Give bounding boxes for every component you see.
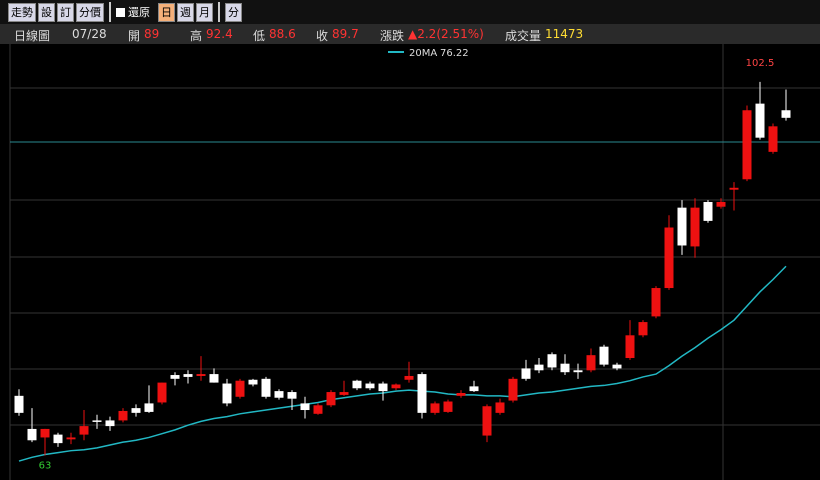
candle-body — [248, 379, 258, 385]
info-value: 89.7 — [332, 27, 359, 41]
candle-body — [703, 201, 713, 221]
info-value: 92.4 — [206, 27, 233, 41]
candle-body — [443, 401, 453, 412]
info-label: 收 — [316, 29, 329, 43]
candle-body — [326, 392, 336, 406]
candle-body — [495, 402, 505, 413]
candle-body — [378, 383, 388, 392]
candle-body — [27, 428, 37, 441]
toolbar: 走勢 設 訂 分價 還原 日 週 月 分 — [0, 0, 820, 24]
candle-body — [560, 363, 570, 373]
candle-body — [716, 201, 726, 207]
candle-body — [664, 227, 674, 289]
legend-label: 20MA — [409, 48, 437, 59]
low-label: 63 — [39, 460, 52, 471]
separator — [109, 2, 111, 22]
candle-body — [586, 355, 596, 371]
candle-body — [261, 378, 271, 397]
period-button[interactable]: 週 — [177, 2, 194, 22]
candle-body — [547, 354, 557, 368]
candle-body — [365, 383, 375, 389]
info-bar: 日線圖 07/28 開 89 高 92.4 低 88.6 收 89.7 漲跌 ▲… — [0, 24, 820, 44]
candle-body — [222, 383, 232, 404]
candle-body — [53, 434, 63, 444]
period-button[interactable]: 月 — [196, 2, 213, 22]
info-value: 88.6 — [269, 27, 296, 41]
candle-body — [79, 426, 89, 435]
candle-body — [651, 288, 661, 317]
candle-body — [170, 375, 180, 379]
info-label: 開 — [128, 29, 141, 43]
candle-body — [456, 393, 466, 396]
candle-body — [768, 126, 778, 152]
candle-body — [92, 420, 102, 422]
candle-body — [66, 437, 76, 440]
info-date: 07/28 — [72, 27, 107, 41]
info-value: ▲2.2(2.51%) — [408, 27, 484, 41]
candle-body — [313, 405, 323, 414]
checkbox-label: 還原 — [128, 6, 150, 19]
button[interactable]: 訂 — [57, 2, 74, 22]
checkbox[interactable]: 還原 — [116, 4, 150, 20]
candle-body — [274, 391, 284, 398]
candle-body — [482, 406, 492, 436]
info-value: 89 — [144, 27, 160, 41]
candle-body — [196, 374, 206, 376]
button[interactable]: 走勢 — [8, 2, 36, 22]
candle-body — [417, 374, 427, 413]
button[interactable]: 設 — [38, 2, 55, 22]
candle-body — [508, 378, 518, 401]
candle-body — [729, 187, 739, 190]
candle-body — [183, 374, 193, 377]
candle-body — [638, 322, 648, 336]
info-value: 11473 — [545, 27, 584, 41]
info-label: 成交量 — [505, 29, 542, 43]
candle-body — [157, 382, 167, 403]
info-label: 漲跌 — [380, 29, 405, 43]
candle-body — [209, 374, 219, 383]
candle-body — [469, 386, 479, 392]
candle-body — [573, 370, 583, 373]
ma-line — [18, 265, 787, 462]
candle-body — [612, 364, 622, 369]
candle-body — [144, 403, 154, 412]
candle-body — [40, 428, 50, 438]
candle-body — [625, 335, 635, 359]
candle-body — [690, 207, 700, 247]
candle-body — [430, 403, 440, 413]
button[interactable]: 分價 — [76, 2, 104, 22]
candle-body — [235, 380, 245, 397]
candle-body — [781, 110, 791, 118]
checkbox-box[interactable] — [116, 7, 125, 17]
candle-body — [287, 392, 297, 399]
candle-body — [534, 364, 544, 371]
candle-body — [300, 403, 310, 411]
info-label: 高 — [190, 29, 203, 43]
chart: 20MA 76.22 102.5 63 — [9, 44, 820, 480]
candle-body — [755, 103, 765, 138]
candle-body — [105, 420, 115, 427]
info-title: 日線圖 — [14, 29, 51, 43]
candle-body — [339, 392, 349, 395]
candle-body — [742, 110, 752, 180]
info-label: 低 — [253, 29, 266, 43]
candle-body — [599, 346, 609, 365]
separator — [218, 2, 220, 22]
candle-body — [677, 207, 687, 246]
minute-button[interactable]: 分 — [225, 2, 242, 22]
candle-body — [14, 395, 24, 413]
period-button[interactable]: 日 — [158, 2, 175, 22]
candle-body — [404, 375, 414, 380]
candle-body — [118, 410, 128, 421]
candle-body — [352, 380, 362, 389]
high-label: 102.5 — [746, 58, 775, 69]
candle-body — [131, 408, 141, 413]
legend-value: 76.22 — [440, 48, 469, 59]
candle-body — [391, 384, 401, 389]
candle-body — [521, 368, 531, 379]
grid — [9, 44, 820, 480]
